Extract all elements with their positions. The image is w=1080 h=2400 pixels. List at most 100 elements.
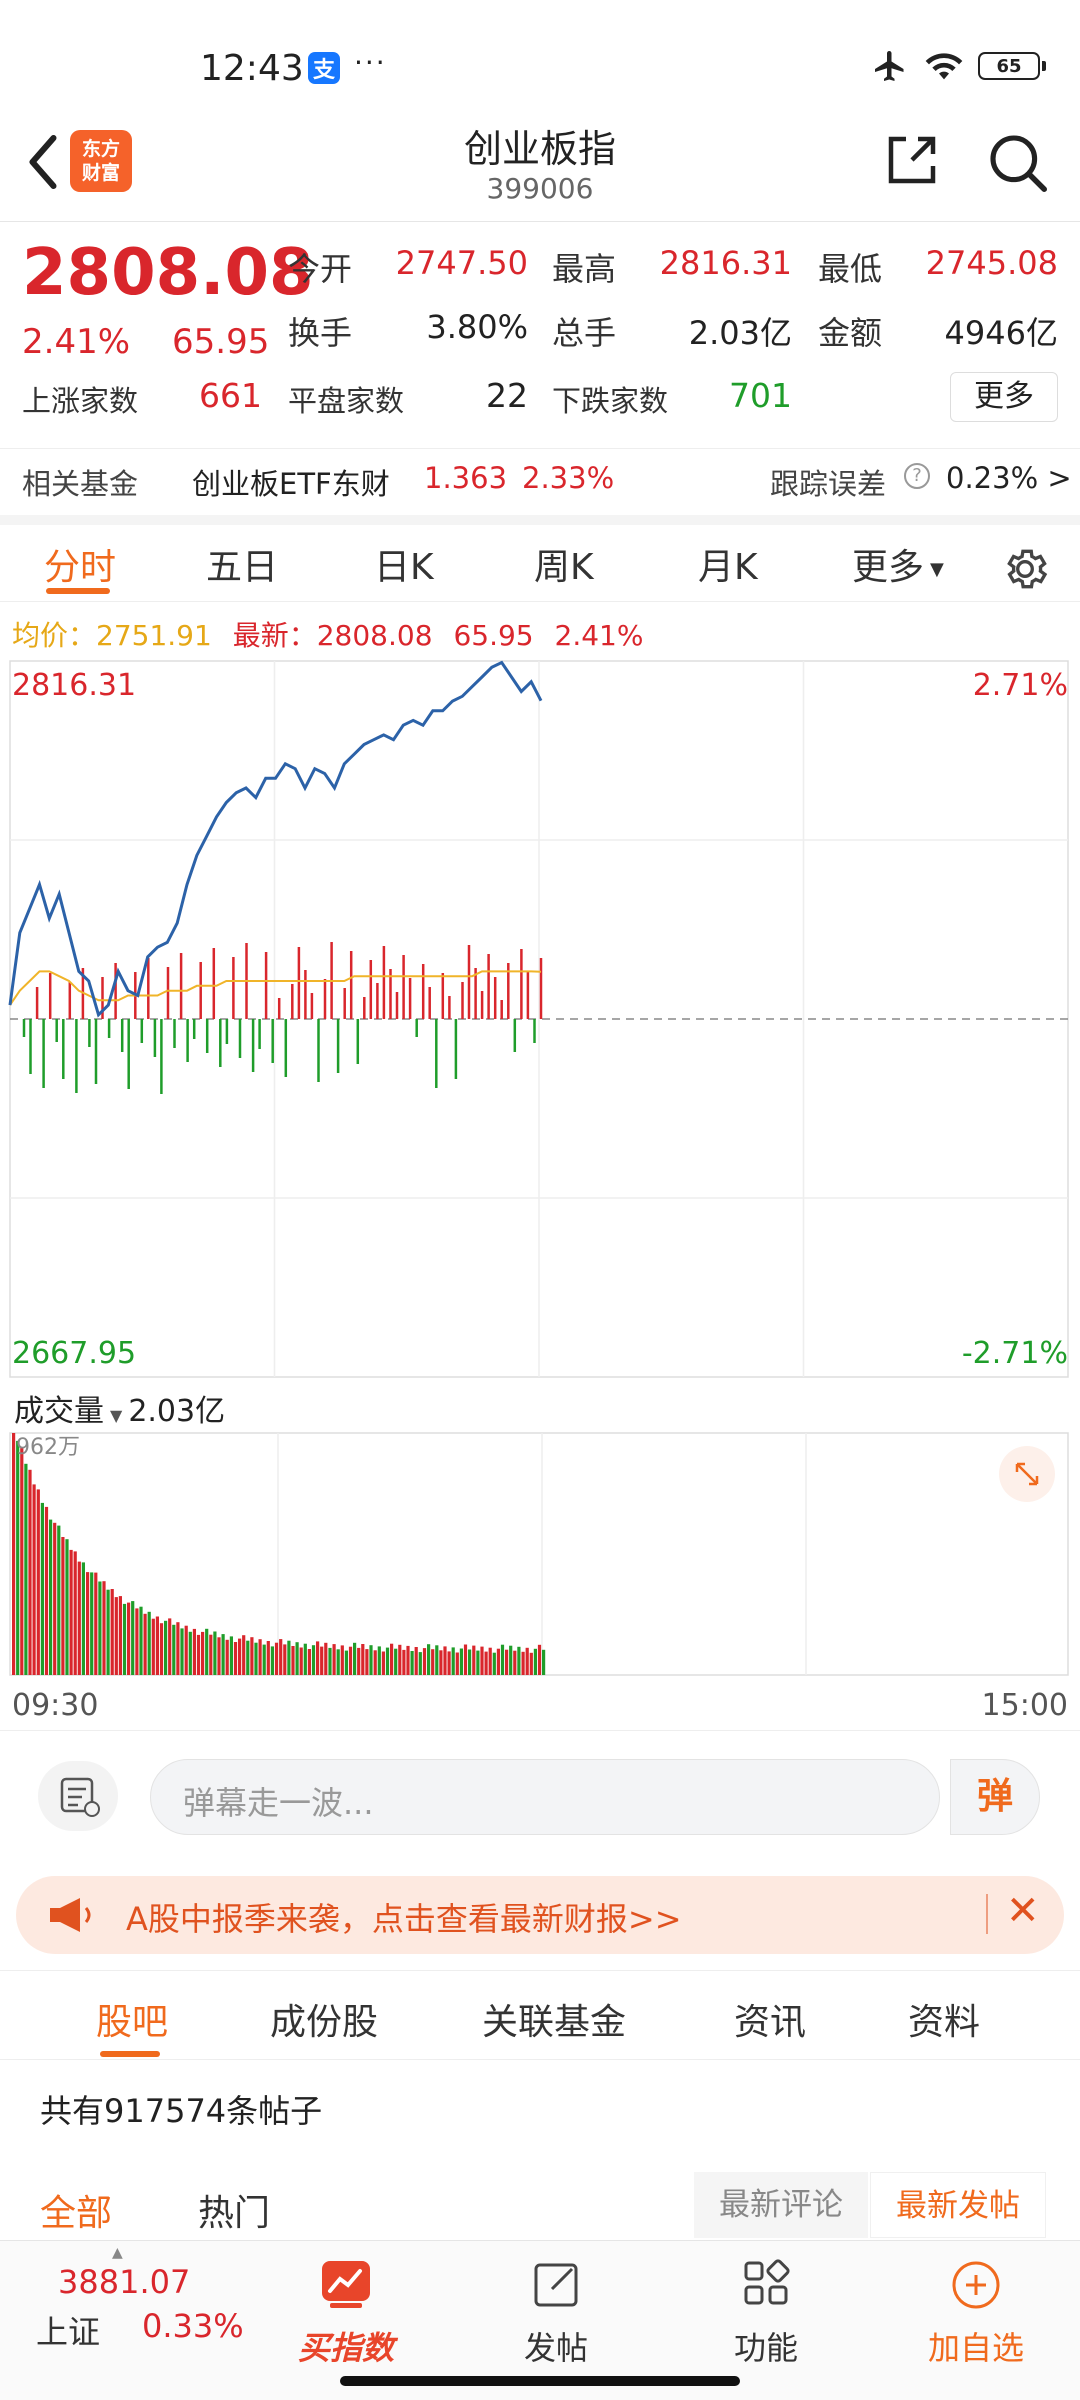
- chevron-up-icon: ▲: [112, 2245, 123, 2261]
- volume-bar: [373, 1650, 377, 1675]
- volume-bar: [353, 1642, 357, 1675]
- volume-bar: [287, 1640, 291, 1675]
- eastmoney-logo: 东方 财富: [70, 130, 132, 192]
- promo-banner[interactable]: A股中报季来袭，点击查看最新财报>> ✕: [16, 1876, 1064, 1954]
- volume-bar: [266, 1641, 270, 1675]
- sort-latest-comment[interactable]: 最新评论: [694, 2172, 868, 2238]
- nav-add-watchlist[interactable]: 加自选: [906, 2255, 1046, 2369]
- sort-latest-post[interactable]: 最新发帖: [870, 2172, 1046, 2238]
- tab-weekly-k[interactable]: 周K: [534, 547, 594, 588]
- volume-bar: [24, 1463, 28, 1675]
- quote-value: 2816.31: [659, 244, 792, 282]
- volume-bar: [192, 1628, 196, 1675]
- volume-bar: [217, 1637, 221, 1675]
- tab-daily-k[interactable]: 日K: [374, 547, 434, 588]
- volume-bar: [480, 1646, 484, 1675]
- volume-bar: [69, 1549, 73, 1675]
- tab-guba[interactable]: 股吧: [96, 2002, 169, 2043]
- active-tab-indicator: [46, 588, 110, 594]
- volume-bar: [394, 1648, 398, 1675]
- danmaku-input[interactable]: 弹幕走一波...: [150, 1759, 940, 1835]
- volume-bar: [402, 1649, 406, 1675]
- related-fund-row[interactable]: 相关基金 创业板ETF东财 1.363 2.33% 跟踪误差 ? 0.23% >: [0, 448, 1080, 525]
- active-tab-indicator: [100, 2051, 160, 2057]
- volume-bar: [406, 1645, 410, 1675]
- filter-all[interactable]: 全部: [40, 2193, 113, 2234]
- search-icon[interactable]: [985, 130, 1049, 194]
- banner-text[interactable]: A股中报季来袭，点击查看最新财报>>: [126, 1900, 682, 1938]
- volume-bar: [365, 1649, 369, 1675]
- volume-bar: [303, 1643, 307, 1675]
- volume-bar: [81, 1562, 85, 1675]
- volume-bar: [451, 1647, 455, 1675]
- volume-bar: [484, 1651, 488, 1675]
- close-icon[interactable]: ✕: [1006, 1888, 1040, 1934]
- nav-functions[interactable]: 功能: [696, 2255, 836, 2369]
- gear-icon[interactable]: [1000, 544, 1050, 594]
- volume-bar: [283, 1644, 287, 1675]
- volume-bar: [53, 1522, 57, 1675]
- volume-bar: [114, 1597, 118, 1675]
- volume-bar: [213, 1631, 217, 1675]
- y-min-label: 2667.95: [12, 1336, 136, 1371]
- volume-bar: [336, 1649, 340, 1675]
- volume-bar: [159, 1623, 164, 1675]
- share-icon[interactable]: [882, 130, 942, 190]
- sh-index-name[interactable]: 上证: [36, 2313, 101, 2351]
- filter-hot[interactable]: 热门: [198, 2193, 271, 2234]
- quote-value: 2747.50: [395, 244, 528, 282]
- nav-post[interactable]: 发帖: [486, 2255, 626, 2369]
- volume-bar: [533, 1648, 537, 1675]
- sh-index-value[interactable]: 3881.07: [58, 2263, 191, 2301]
- volume-bar: [61, 1537, 65, 1675]
- nav-buy-index[interactable]: 买指数: [276, 2255, 416, 2369]
- tab-constituents[interactable]: 成份股: [270, 2002, 379, 2043]
- volume-bar: [513, 1650, 517, 1675]
- volume-bar: [422, 1648, 427, 1675]
- sh-index-pct[interactable]: 0.33%: [142, 2307, 244, 2345]
- tab-related-funds[interactable]: 关联基金: [482, 2002, 627, 2043]
- tab-intraday[interactable]: 分时: [44, 547, 117, 588]
- volume-bar: [77, 1561, 81, 1675]
- volume-bar: [106, 1589, 110, 1675]
- volume-bar: [299, 1647, 303, 1675]
- more-quote-button[interactable]: 更多: [950, 372, 1058, 422]
- volume-bar: [328, 1647, 332, 1675]
- volume-chart: 962万: [9, 1432, 1069, 1676]
- fund-price: 1.363: [424, 461, 508, 495]
- post-count: 共有917574条帖子: [40, 2092, 323, 2130]
- volume-bar: [414, 1647, 418, 1675]
- volume-bar: [233, 1642, 238, 1675]
- tab-profile[interactable]: 资料: [908, 2002, 981, 2043]
- expand-icon[interactable]: [999, 1446, 1055, 1502]
- volume-bar: [184, 1625, 188, 1675]
- tab-five-day[interactable]: 五日: [206, 547, 279, 588]
- volume-bar: [542, 1649, 546, 1675]
- tab-monthly-k[interactable]: 月K: [698, 547, 758, 588]
- volume-bar: [435, 1645, 439, 1675]
- pct-max-label: 2.71%: [973, 668, 1068, 703]
- tab-news[interactable]: 资讯: [734, 2002, 807, 2043]
- volume-label[interactable]: 成交量 ▼ 2.03亿: [14, 1394, 226, 1429]
- volume-bar: [172, 1624, 176, 1675]
- bottom-nav: ▲ 3881.07 上证 0.33% 买指数 发帖 功能 加自选: [0, 2240, 1080, 2400]
- avg-price-value: 2751.91: [96, 619, 212, 652]
- danmaku-settings-icon[interactable]: [38, 1761, 118, 1831]
- fund-name[interactable]: 创业板ETF东财: [192, 467, 390, 501]
- volume-bar: [110, 1589, 114, 1675]
- back-icon[interactable]: [18, 132, 68, 192]
- intraday-chart[interactable]: 2816.31 2667.95 2.71% -2.71%: [0, 655, 1080, 1380]
- tab-more[interactable]: 更多 ▼: [852, 547, 944, 588]
- volume-bar: [439, 1650, 443, 1675]
- volume-bar: [16, 1440, 20, 1675]
- time-start-label: 09:30: [12, 1688, 99, 1723]
- volume-bar: [279, 1639, 283, 1675]
- help-icon[interactable]: ?: [904, 463, 930, 489]
- quote-label: 金额: [818, 314, 883, 352]
- tracking-error-value[interactable]: 0.23% >: [946, 461, 1072, 495]
- volume-bar: [147, 1611, 151, 1675]
- volume-bar: [28, 1469, 32, 1675]
- volume-bar: [90, 1572, 94, 1675]
- danmaku-send-button[interactable]: 弹: [950, 1759, 1040, 1835]
- volume-bar: [496, 1648, 500, 1675]
